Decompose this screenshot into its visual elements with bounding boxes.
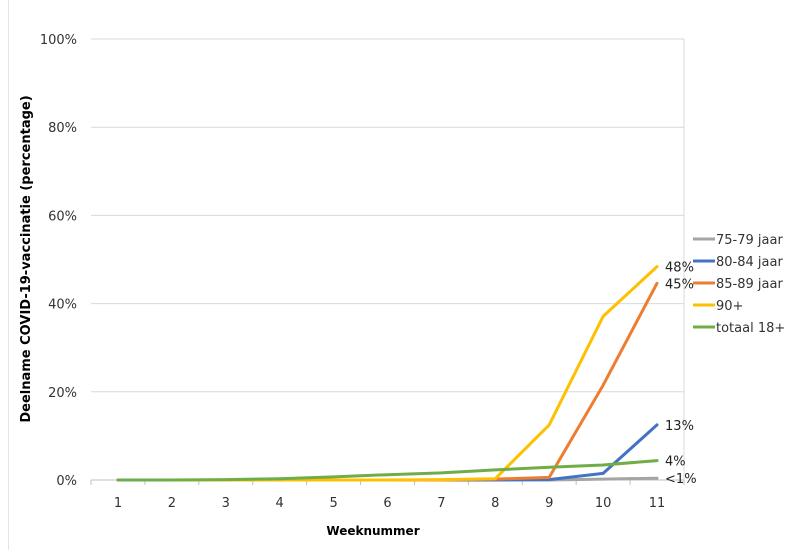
legend-label: 90+ [716, 299, 743, 314]
data-label: 48% [665, 261, 694, 276]
gridlines [91, 38, 685, 480]
left-border-line [8, 0, 9, 550]
series-line [116, 281, 659, 482]
legend-label: 85-89 jaar [716, 277, 783, 292]
y-tick-label: 0% [56, 474, 77, 489]
y-tick-label: 20% [48, 386, 77, 401]
y-tick-label: 60% [48, 209, 77, 224]
data-label: 13% [665, 419, 694, 434]
legend-label: 75-79 jaar [716, 233, 783, 248]
x-tick-label: 2 [168, 496, 176, 511]
series-lines [116, 265, 659, 482]
x-tick-label: 3 [222, 496, 230, 511]
legend-label: 80-84 jaar [716, 255, 783, 270]
legend-label: totaal 18+ [716, 321, 785, 336]
data-label: 45% [665, 277, 694, 292]
x-tick-label: 10 [595, 496, 612, 511]
x-tick-label: 11 [649, 496, 666, 511]
y-tick-label: 40% [48, 298, 77, 313]
data-label: <1% [665, 472, 697, 487]
end-labels: 48%45% 13% 4% <1% [665, 261, 697, 488]
y-axis-title: Deelname COVID-19-vaccinatie (percentage… [19, 95, 34, 422]
x-tick-label: 1 [114, 496, 122, 511]
x-tick-label: 9 [545, 496, 553, 511]
y-tick-label: 100% [40, 33, 77, 48]
axes: 0% 20% 40% 60% 80% 100% 1 2 3 4 5 6 7 8 9 10 11 [40, 33, 685, 511]
x-tick-label: 4 [276, 496, 284, 511]
data-label: 4% [665, 455, 686, 470]
series-line [116, 265, 659, 482]
x-tick-label: 8 [491, 496, 499, 511]
series-line [116, 459, 659, 482]
x-tick-label: 6 [383, 496, 391, 511]
y-tick-label: 80% [48, 121, 77, 136]
x-axis-title: Weeknummer [326, 524, 419, 538]
legend: 75-79 jaar 80-84 jaar 85-89 jaar 90+ totaal … [693, 233, 785, 336]
x-tick-label: 5 [329, 496, 337, 511]
x-tick-label: 7 [437, 496, 445, 511]
